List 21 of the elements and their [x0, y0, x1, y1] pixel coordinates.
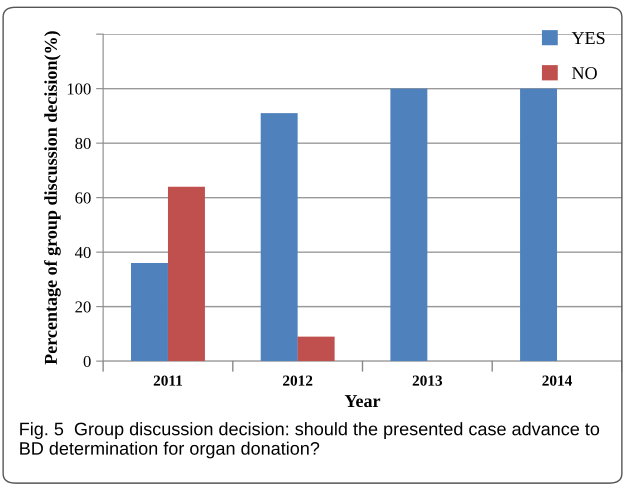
x-tick-label: 2012: [283, 375, 312, 386]
y-axis-title: Percentage of group discussion decision(%): [44, 31, 61, 365]
y-tick-label: 40: [74, 246, 91, 258]
y-tick-label: 100: [68, 83, 91, 95]
y-tick-label: 80: [75, 138, 91, 150]
bar: [168, 186, 205, 362]
legend-label: NO: [572, 67, 597, 80]
bar: [520, 88, 558, 362]
x-tick-label: 2011: [154, 375, 182, 386]
legend-label: YES: [572, 32, 605, 44]
bar: [260, 113, 298, 362]
caption: Fig. 5 Group discussion decision: should the presented case advance to BD determination for organ donation?: [20, 422, 600, 458]
y-tick-label: 60: [75, 192, 91, 204]
bar: [390, 88, 428, 362]
x-tick-label: 2013: [412, 375, 442, 386]
x-axis-title: Year: [344, 395, 380, 408]
y-tick-label: 0: [84, 356, 91, 368]
bar: [131, 263, 168, 362]
bar: [298, 336, 335, 362]
y-tick-label: 20: [75, 301, 91, 313]
x-tick-label: 2014: [542, 375, 572, 386]
